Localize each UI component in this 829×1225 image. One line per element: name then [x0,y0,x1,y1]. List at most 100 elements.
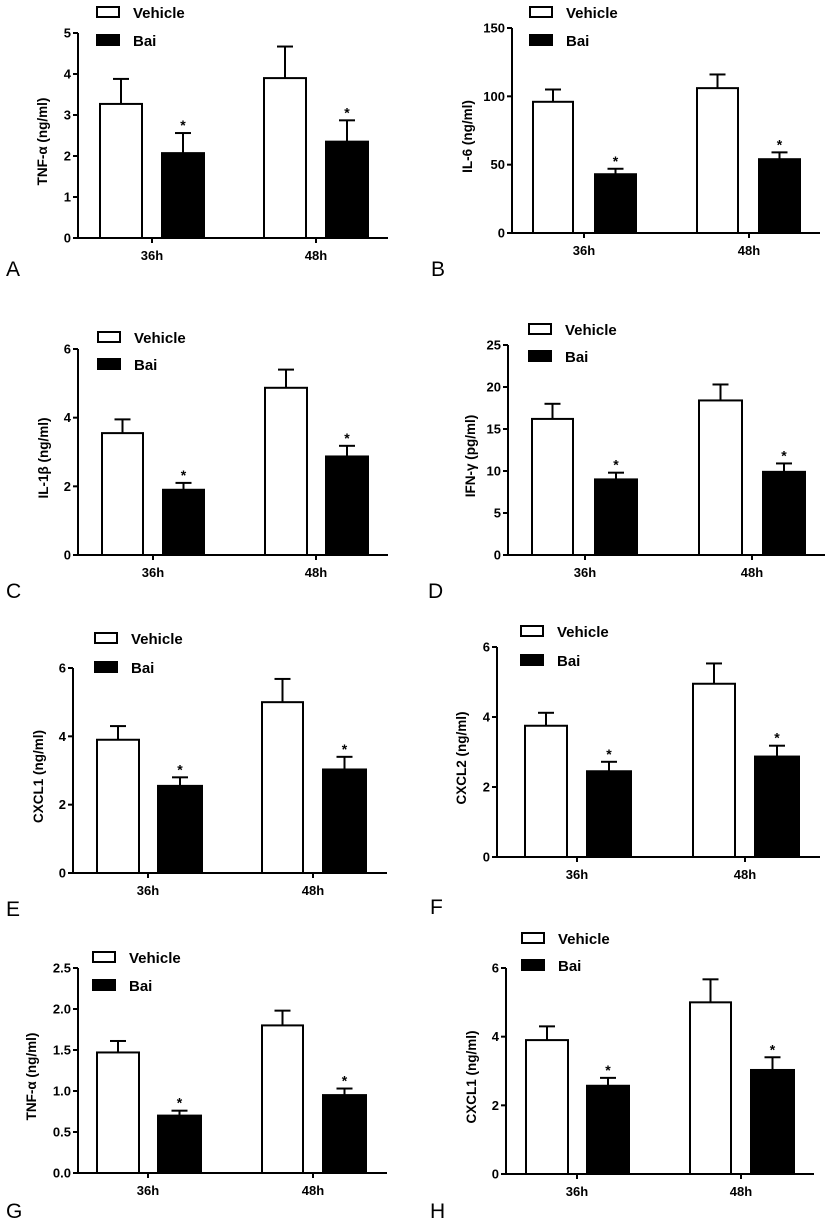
y-tick-label: 4 [64,410,72,425]
vehicle-bar-48h [692,682,736,858]
legend-label-vehicle: Vehicle [566,5,618,22]
y-tick-label: 6 [492,961,499,976]
vehicle-bar-48h [689,1001,732,1175]
vehicle-bar-48h [698,399,743,556]
y-tick-label: 0 [498,226,505,241]
y-axis-title: IL-1β (ng/ml) [36,418,51,499]
y-tick-label: 6 [64,342,71,357]
vehicle-bar-36h [101,432,144,556]
bai-bar-48h [750,1068,795,1175]
y-tick-label: 0 [494,548,501,563]
vehicle-bar-48h [261,701,304,875]
legend-swatch-bai [96,34,120,46]
legend-label-bai: Bai [129,978,152,995]
legend-label-vehicle: Vehicle [565,322,617,339]
y-tick-label: 150 [483,21,505,36]
y-axis-title: IL-6 (ng/ml) [460,100,475,173]
x-tick-label: 36h [566,1184,588,1199]
vehicle-bar-36h [531,417,574,557]
x-tick-label: 36h [574,565,596,580]
vehicle-bar-48h [696,87,739,234]
vehicle-bar-36h [96,1051,140,1174]
bai-bar-48h [758,158,801,234]
panel-label: E [6,898,20,921]
legend-swatch-vehicle [92,951,116,963]
y-tick-label: 15 [487,422,501,437]
x-tick-label: 48h [741,565,763,580]
y-tick-label: 0.0 [53,1166,71,1181]
legend-label-vehicle: Vehicle [558,931,610,948]
bai-bar-36h [162,488,205,556]
x-tick-label: 48h [305,565,327,580]
chart-panel-f: 0 2 4 6 CXCL2 (ng/ml) * * 36h 48h Vehicle Bai F [430,624,820,919]
y-tick-label: 0 [59,866,66,881]
vehicle-bar-36h [525,1039,569,1175]
legend-swatch-bai [92,979,116,991]
y-tick-label: 100 [483,89,505,104]
bai-bar-36h [594,173,637,235]
legend-swatch-vehicle [521,932,545,944]
legend-swatch-bai [521,959,545,971]
chart-panel-c: 0 2 4 6 IL-1β (ng/ml) * * 36h 48h Vehicle Bai C [6,330,388,603]
legend-swatch-bai [94,661,118,673]
y-tick-label: 4 [483,710,491,725]
y-axis-title: CXCL1 (ng/ml) [31,730,46,823]
x-tick-label: 36h [142,565,164,580]
significance-marker: * [613,153,619,169]
y-tick-label: 20 [487,380,501,395]
y-tick-label: 25 [487,338,501,353]
x-tick-label: 36h [566,867,588,882]
y-axis-title: CXCL1 (ng/ml) [464,1031,479,1124]
bai-bar-48h [754,755,800,858]
chart-panel-h: 0 2 4 6 CXCL1 (ng/ml) * * 36h 48h Vehicle Bai H [430,931,814,1223]
legend-swatch-bai [520,654,544,666]
y-axis-title: IFN-γ (pg/ml) [463,415,478,498]
bai-bar-36h [594,478,638,556]
significance-marker: * [770,1041,776,1057]
legend-swatch-bai [528,350,552,362]
y-tick-label: 6 [59,661,66,676]
y-tick-label: 3 [64,108,71,123]
chart-panel-d: 0 5 10 15 20 25 IFN-γ (pg/ml) * * 36h 48h Vehicle Ba… [428,322,825,603]
panel-label: H [430,1200,445,1223]
significance-marker: * [605,1062,611,1078]
y-tick-label: 10 [487,464,501,479]
y-tick-label: 4 [492,1029,500,1044]
bai-bar-36h [157,1114,202,1174]
y-tick-label: 2 [64,149,71,164]
significance-marker: * [606,746,612,762]
chart-panel-g: 0.0 0.5 1.0 1.5 2.0 2.5 TNF-α (ng/ml) * * 36h 48h V… [6,950,387,1223]
bai-bar-36h [586,1084,630,1175]
y-tick-label: 0.5 [53,1125,71,1140]
vehicle-bar-36h [532,100,574,234]
legend-label-bai: Bai [133,33,156,50]
x-tick-label: 36h [137,883,159,898]
panel-label: D [428,580,443,603]
significance-marker: * [177,1095,183,1111]
legend-label-vehicle: Vehicle [557,624,609,641]
y-tick-label: 0 [64,548,71,563]
y-tick-label: 1.0 [53,1084,71,1099]
y-tick-label: 2 [59,797,66,812]
y-tick-label: 4 [64,67,72,82]
chart-panel-b: 0 50 100 150 IL-6 (ng/ml) * * 36h 48h Vehicle Bai B [431,5,820,281]
significance-marker: * [613,457,619,473]
y-tick-label: 2 [483,780,490,795]
legend-label-vehicle: Vehicle [133,5,185,22]
significance-marker: * [777,136,783,152]
vehicle-bar-48h [263,77,307,239]
significance-marker: * [180,117,186,133]
legend-label-bai: Bai [134,357,157,374]
significance-marker: * [181,467,187,483]
y-tick-label: 5 [494,506,501,521]
panel-label: F [430,896,443,919]
legend-label-bai: Bai [565,349,588,366]
vehicle-bar-36h [96,738,140,874]
significance-marker: * [344,104,350,120]
significance-marker: * [177,761,183,777]
bai-bar-36h [161,152,205,240]
chart-panel-a: 0 1 2 3 4 5 TNF-α (ng/ml) * * 36h 48h Vehicle Bai A [6,5,388,281]
legend-label-vehicle: Vehicle [131,631,183,648]
y-axis-title: CXCL2 (ng/ml) [454,712,469,805]
